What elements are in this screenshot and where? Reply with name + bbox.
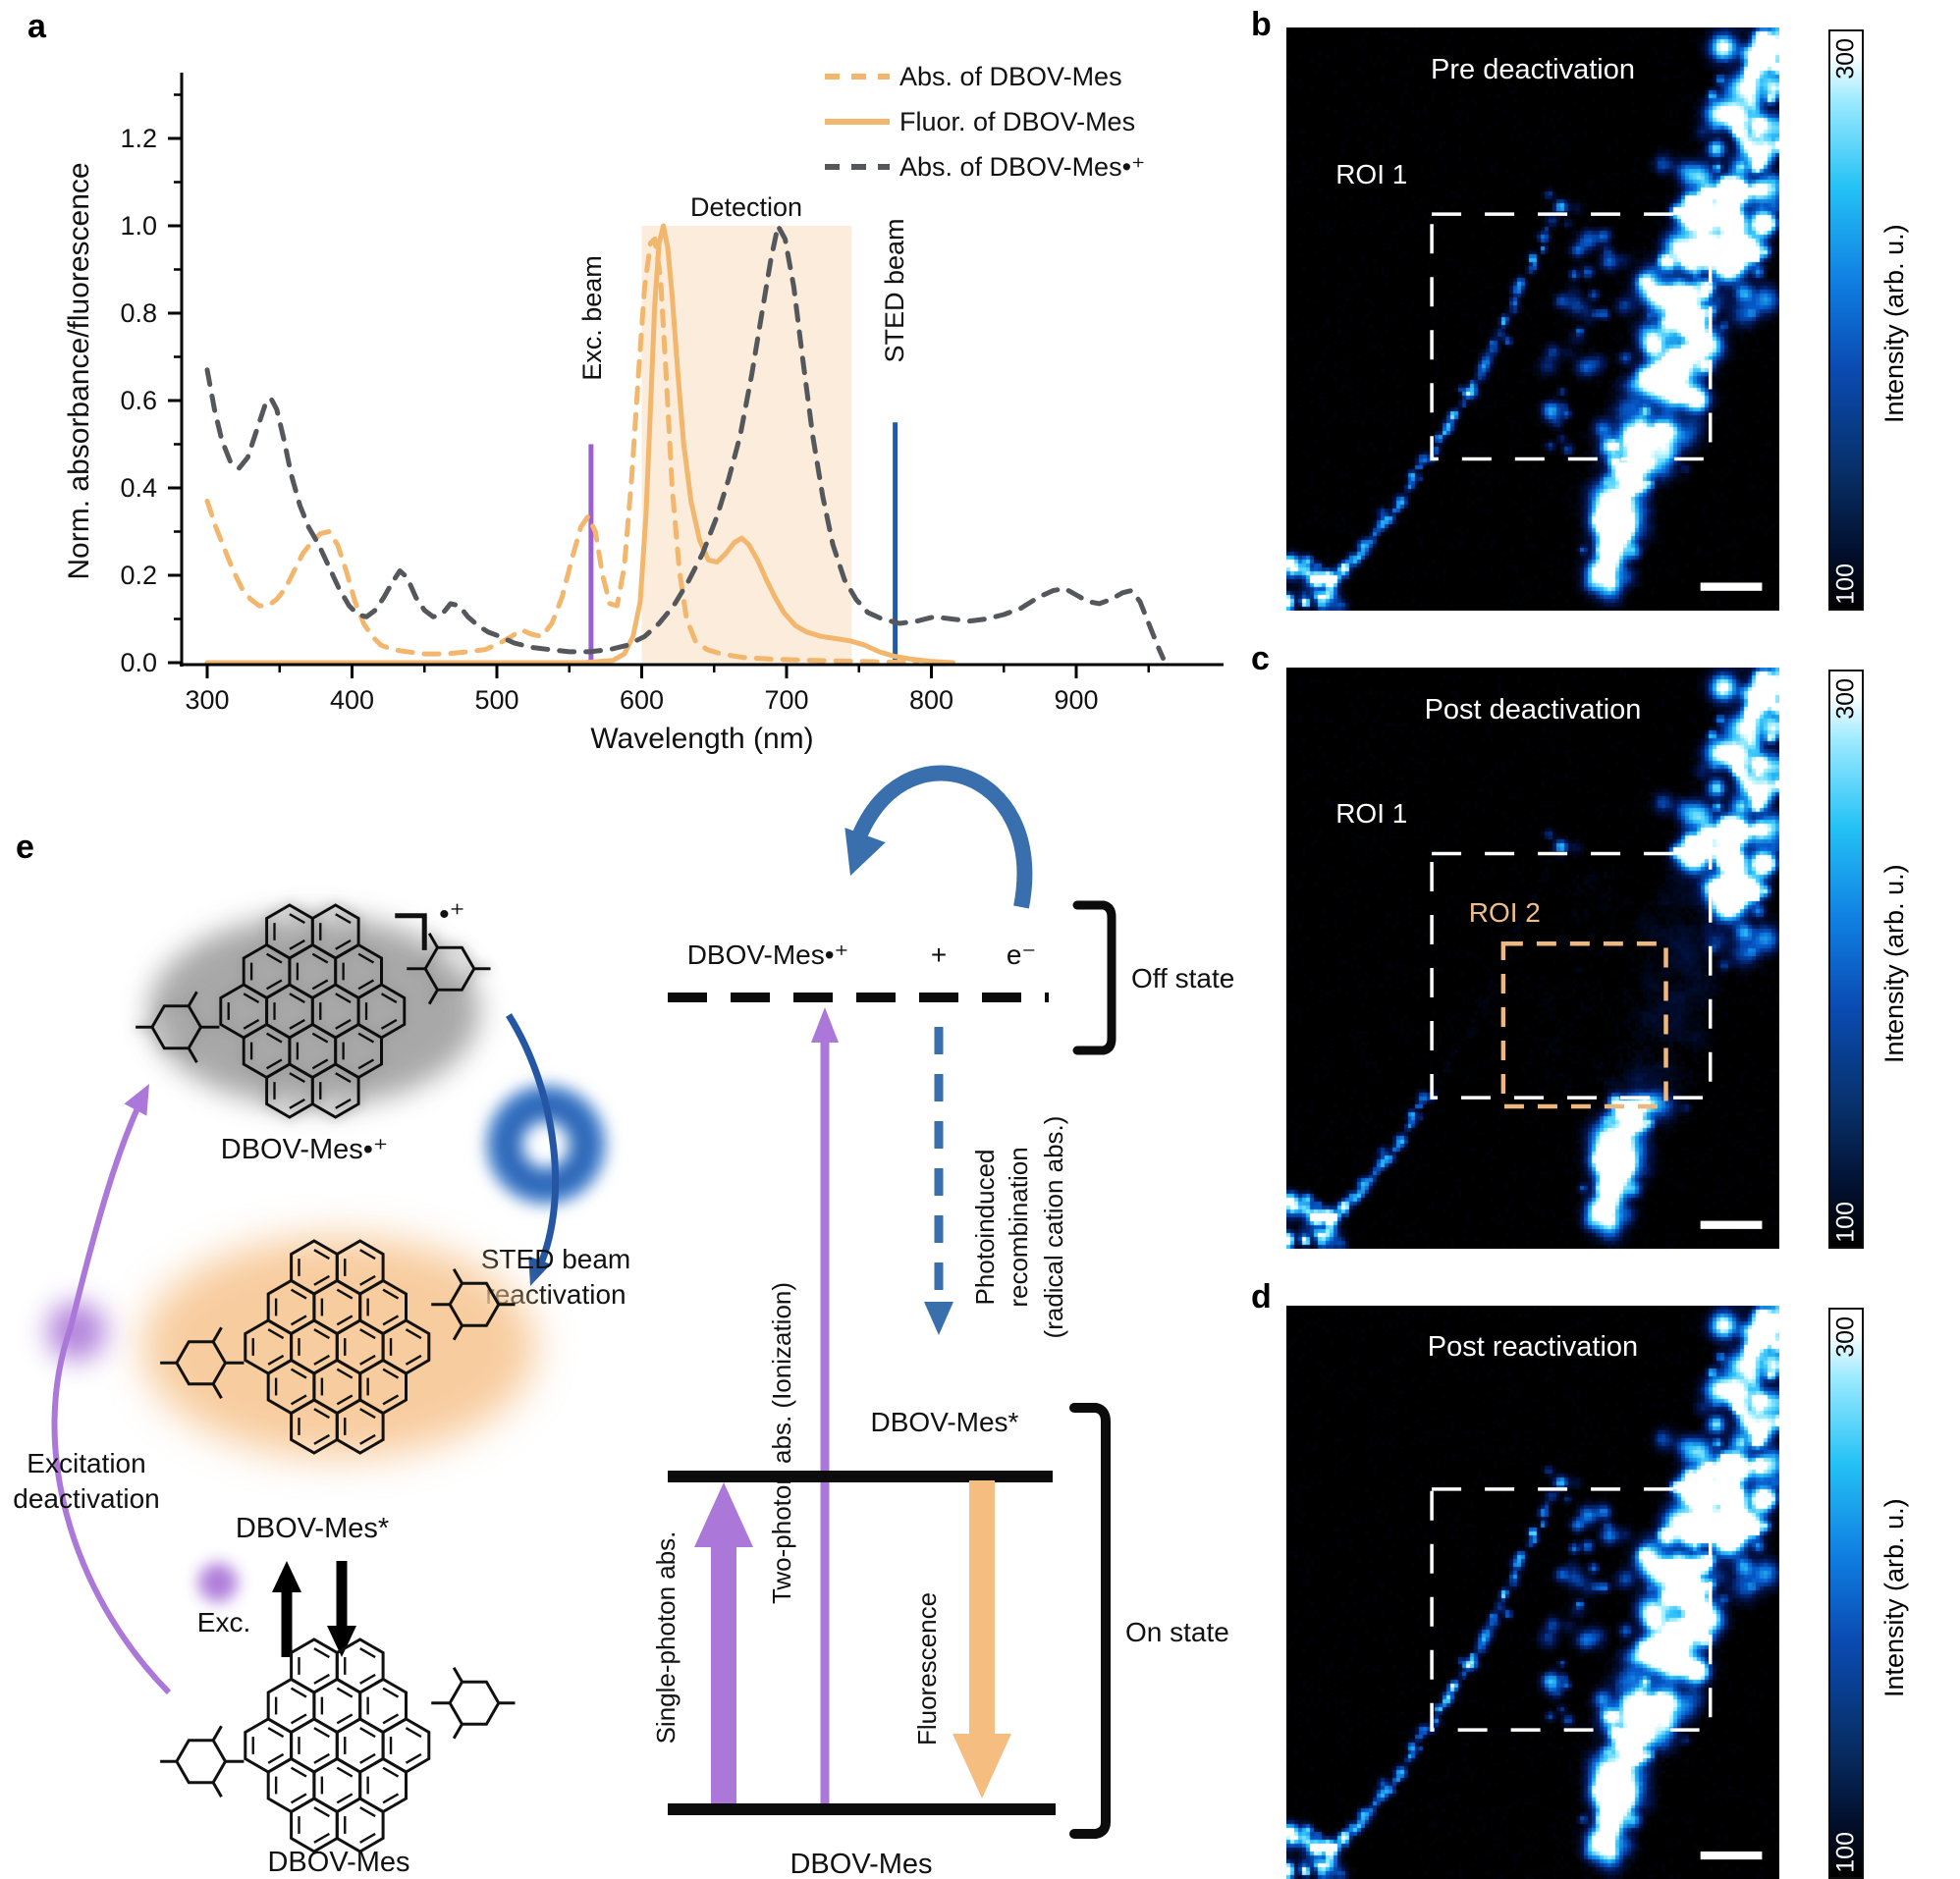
colorbar-max: 300 [1831,1315,1860,1358]
sted-reactivation-label: STED beam [481,1244,631,1274]
x-tick: 700 [764,685,808,715]
colorbar-label: Intensity (arb. u.) [1879,224,1909,424]
colorbar-max: 300 [1831,38,1860,80]
ground-structure-label: DBOV-Mes [267,1847,409,1878]
legend-item: Fluor. of DBOV-Mes [899,107,1135,136]
detection-band [641,226,852,663]
roi1-label: ROI 1 [1335,158,1408,189]
fluorescence-label: Fluorescence [912,1592,942,1745]
x-tick: 400 [330,685,374,715]
exc-label: Exc. [197,1607,250,1637]
x-tick: 900 [1054,685,1098,715]
excited-structure-label: DBOV-Mes* [236,1513,389,1544]
panel-letter-b: b [1251,6,1272,43]
panel-letter-a: a [27,8,46,45]
plus-sign: + [931,940,947,970]
colorbar: 300 100 [1828,670,1864,1249]
panel-letter-e: e [16,829,34,866]
image-title: Pre deactivation [1431,53,1635,85]
colorbar-min: 100 [1831,1831,1860,1873]
colorbar-label: Intensity (arb. u.) [1879,864,1909,1064]
series-0 [204,236,920,666]
y-tick: 1.2 [120,124,157,153]
colorbar: 300 100 [1828,1308,1864,1879]
panel-post-deactivation: Post deactivation ROI 1 ROI 2 [1286,668,1779,1249]
x-axis-label: Wavelength (nm) [590,723,813,755]
legend-item: Abs. of DBOV-Mes [899,62,1122,91]
series-1 [204,223,956,666]
colorbar-label: Intensity (arb. u.) [1879,1498,1909,1698]
roi2-label: ROI 2 [1468,896,1541,928]
legend-item: Abs. of DBOV-Mes•⁺ [899,152,1145,182]
excited-state-label: DBOV-Mes* [871,1407,1019,1437]
off-species-label: DBOV-Mes•⁺ [687,940,849,970]
panel-pre-deactivation: Pre deactivation ROI 1 [1286,27,1779,611]
colorbar: 300 100 [1828,29,1864,611]
y-tick: 0.4 [120,473,157,503]
y-axis-label: Norm. absorbance/fluorescence [63,162,95,579]
y-tick: 0.0 [120,648,157,677]
x-tick: 800 [909,685,953,715]
panel-letter-c: c [1251,640,1270,677]
mechanism-diagram: •⁺DBOV-Mes•⁺STED beamreactivationDBOV-Me… [13,765,1234,1879]
energy-ground-label: DBOV-Mes [789,1849,932,1879]
colorbar-min: 100 [1831,563,1860,605]
exc-beam-annotation: Exc. beam [577,255,607,381]
sted-beam-annotation: STED beam [880,218,909,362]
y-tick: 0.8 [120,298,157,328]
microscopy-image-post-deactivation [1286,668,1779,1249]
recombination-label: recombination [1004,1147,1033,1307]
radical-structure-label: DBOV-Mes•⁺ [221,1134,389,1165]
x-tick: 500 [474,685,518,715]
y-tick: 0.2 [120,561,157,590]
two-photon-label: Two-photon abs. (Ionization) [767,1282,796,1604]
x-tick: 600 [620,685,664,715]
excitation-deactivation-label: Excitation [27,1448,145,1478]
colorbar-max: 300 [1831,678,1860,720]
recombination-label: (radical cation abs.) [1039,1116,1068,1339]
x-tick: 300 [185,685,229,715]
image-title: Post deactivation [1424,693,1642,725]
microscopy-image-pre [1286,27,1779,611]
electron-label: e⁻ [1007,940,1036,970]
roi1-label: ROI 1 [1335,798,1408,830]
off-state-label: Off state [1131,963,1234,993]
radical-charge: •⁺ [439,898,464,931]
colorbar-min: 100 [1831,1201,1860,1243]
spectra-chart: 300 400 500 600 700 800 900 0.0 0.2 0.4 0.6 0.8 1.0 1… [63,62,1224,755]
excitation-deactivation-label: deactivation [13,1483,159,1514]
panel-letter-d: d [1251,1278,1272,1315]
single-photon-label: Single-photon abs. [651,1531,681,1745]
y-tick: 0.6 [120,386,157,415]
microscopy-image-post-reactivation [1286,1306,1779,1879]
series-2 [204,223,1166,661]
image-title: Post reactivation [1427,1331,1639,1364]
legend: Abs. of DBOV-Mes Fluor. of DBOV-Mes Abs.… [825,62,1145,182]
on-state-label: On state [1125,1617,1229,1647]
detection-annotation: Detection [690,192,802,222]
y-tick: 1.0 [120,211,157,241]
panel-post-reactivation: Post reactivation [1286,1306,1779,1879]
recombination-label: Photoinduced [970,1149,1000,1305]
